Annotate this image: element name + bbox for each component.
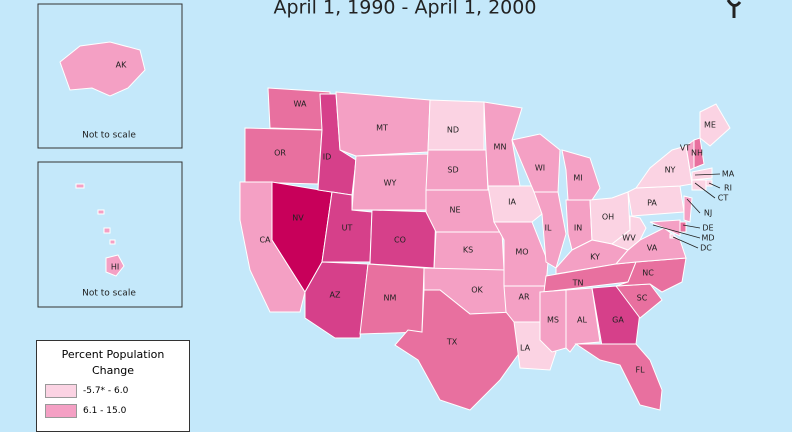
state-label: SC (637, 294, 648, 303)
state-label: CT (718, 194, 729, 203)
state-label: NV (292, 214, 304, 223)
state-shape (105, 254, 125, 277)
page: {"title": "April 1, 1990 - April 1, 2000… (36, 0, 742, 432)
state-label: PA (647, 199, 657, 208)
state-label: CO (394, 236, 406, 245)
legend: Percent Population Change -5.7* - 6.0 6.1… (36, 340, 190, 432)
state-label: CA (259, 236, 271, 245)
state-label: MI (573, 174, 582, 183)
state-label: WV (622, 234, 636, 243)
legend-title: Percent Population Change (61, 348, 165, 377)
state-label: TN (572, 279, 584, 288)
state-label: MD (701, 234, 714, 243)
state-label: ND (447, 126, 459, 135)
state-shape (574, 343, 663, 411)
legend-swatch (45, 384, 77, 398)
leader-line (694, 173, 721, 176)
leader-line (672, 236, 699, 249)
map-title: April 1, 1990 - April 1, 2000 (274, 0, 537, 19)
leader-line (708, 182, 721, 189)
state-label: NJ (704, 209, 712, 218)
state-label: DC (700, 244, 712, 253)
state-shape (335, 91, 431, 157)
logo (726, 0, 742, 18)
leader-line (694, 182, 716, 199)
state-label: MT (376, 124, 388, 133)
state-label: OH (602, 213, 614, 222)
state-label: TX (446, 338, 458, 347)
island (97, 209, 105, 215)
state-shape (610, 215, 647, 251)
island (103, 227, 111, 234)
state-label: AR (518, 293, 529, 302)
state-label: AL (577, 316, 587, 325)
state-label: ME (704, 121, 716, 130)
state-label: WI (535, 164, 545, 173)
state-label: AK (116, 61, 127, 70)
state-label: NY (665, 166, 676, 175)
state-label: WY (384, 179, 397, 188)
state-label: FL (635, 366, 645, 375)
state-label: KY (590, 253, 600, 262)
state-label: SD (447, 166, 458, 175)
state-label: MN (494, 143, 507, 152)
state-label: WA (294, 100, 307, 109)
state-label: UT (342, 224, 353, 233)
state-shape (691, 179, 707, 191)
state-label: KS (463, 246, 473, 255)
state-label: VT (680, 144, 690, 153)
hawaii-inset (37, 161, 183, 308)
legend-swatch (45, 404, 77, 418)
legend-item: 6.1 - 15.0 (45, 404, 126, 418)
state-label: NH (691, 149, 703, 158)
state-label: GA (612, 316, 624, 325)
leader-line (686, 198, 701, 214)
inset-note: Not to scale (82, 289, 136, 299)
state-label: IA (508, 198, 516, 207)
leader-line (682, 224, 701, 229)
state-label: IN (574, 224, 582, 233)
legend-label: -5.7* - 6.0 (83, 386, 129, 396)
legend-label: 6.1 - 15.0 (83, 406, 127, 416)
state-shape (693, 137, 705, 169)
state-shape (394, 289, 521, 411)
state-label: RI (724, 184, 732, 193)
inset-note: Not to scale (82, 131, 136, 141)
state-label: AZ (330, 291, 341, 300)
state-shape (425, 189, 501, 233)
state-label: VA (647, 244, 658, 253)
state-label: OR (274, 149, 286, 158)
state-shape (59, 41, 146, 97)
map: April 1, 1990 - April 1, 2000 AK Not to s… (37, 0, 742, 411)
state-label: OK (471, 286, 483, 295)
state-label: MA (722, 170, 735, 179)
state-label: HI (111, 263, 119, 272)
legend-item: -5.7* - 6.0 (45, 384, 128, 398)
state-label: MS (547, 316, 559, 325)
state-label: NE (449, 206, 460, 215)
state-shape (511, 133, 561, 193)
leader-line (652, 224, 701, 239)
state-label: IL (545, 224, 552, 233)
state-shape (627, 185, 685, 217)
island (75, 183, 85, 189)
state-shape (699, 103, 731, 147)
state-shape (691, 167, 713, 181)
state-label: NM (384, 294, 397, 303)
state-label: ID (323, 153, 332, 162)
island (109, 239, 116, 245)
state-shape (679, 221, 687, 233)
state-shape (539, 289, 567, 353)
state-label: NC (642, 269, 654, 278)
state-label: DE (702, 224, 713, 233)
state-label: LA (520, 344, 531, 353)
state-label: MO (515, 248, 528, 257)
state-shape (487, 185, 543, 223)
